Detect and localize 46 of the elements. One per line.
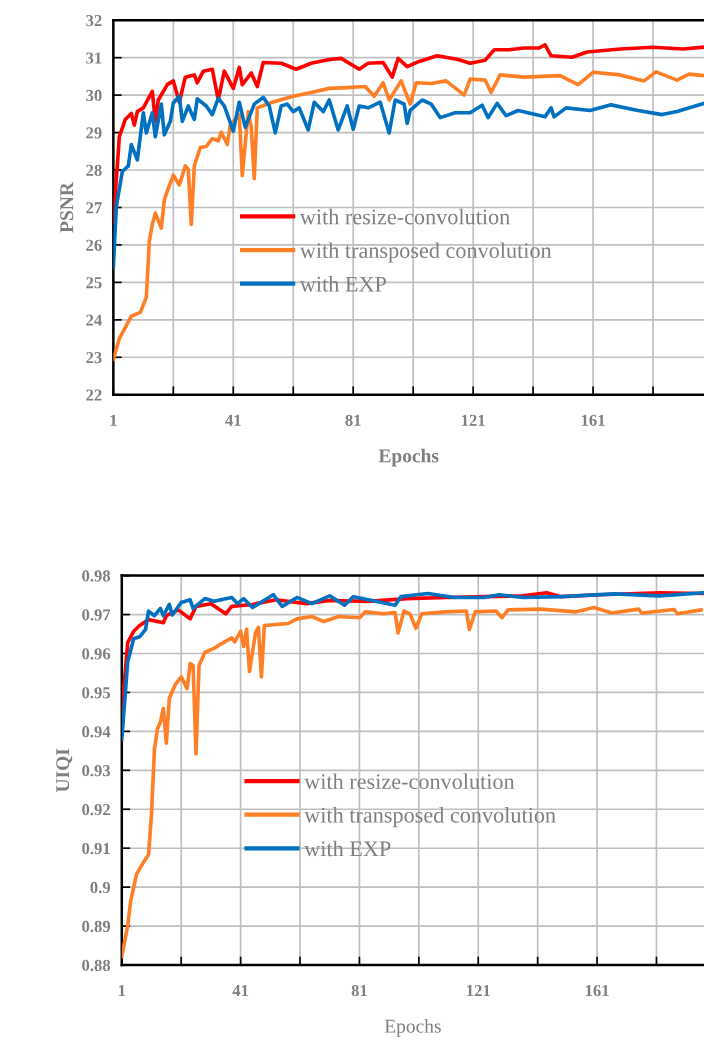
y-axis-title: PSNR xyxy=(60,181,74,233)
y-tick-label: 30 xyxy=(86,89,102,102)
line-series xyxy=(113,94,704,270)
x-axis-title: Epochs xyxy=(384,1019,441,1037)
y-tick-label: 23 xyxy=(86,352,102,364)
y-tick-label: 0.97 xyxy=(82,609,111,621)
y-axis-title: UIQI xyxy=(56,748,73,792)
legend-label: with EXP xyxy=(304,840,391,857)
x-tick-label: 161 xyxy=(581,414,605,426)
x-tick-label: 41 xyxy=(232,985,249,997)
legend-label: with resize-convolution xyxy=(304,773,515,790)
y-tick-label: 0.91 xyxy=(82,842,110,855)
y-tick-label: 27 xyxy=(86,202,102,214)
legend-label: with EXP xyxy=(299,276,386,292)
x-tick-label: 121 xyxy=(467,985,490,997)
x-tick-label: 121 xyxy=(461,414,485,426)
y-tick-label: 0.96 xyxy=(82,648,111,660)
y-tick-label: 0.89 xyxy=(82,920,111,933)
y-tick-label: 0.94 xyxy=(82,726,111,738)
y-tick-label: 0.98 xyxy=(82,570,111,582)
y-tick-label: 24 xyxy=(86,314,102,326)
x-axis-title: Epochs xyxy=(378,448,439,467)
x-tick-label: 161 xyxy=(585,985,609,997)
y-tick-label: 32 xyxy=(86,14,102,27)
y-tick-label: 29 xyxy=(86,127,102,139)
line-series xyxy=(121,590,704,741)
x-tick-label: 1 xyxy=(110,414,117,426)
x-tick-label: 41 xyxy=(225,414,241,426)
legend-label: with transposed convolution xyxy=(304,807,556,828)
x-tick-label: 81 xyxy=(345,414,361,426)
y-tick-label: 31 xyxy=(86,52,102,64)
x-tick-label: 81 xyxy=(351,984,367,997)
y-tick-label: 0.9 xyxy=(90,881,111,894)
y-tick-label: 22 xyxy=(86,389,102,401)
legend-label: with transposed convolution xyxy=(299,242,552,263)
y-tick-label: 26 xyxy=(86,239,102,251)
line-series xyxy=(113,70,704,361)
y-tick-label: 0.88 xyxy=(82,959,111,972)
y-tick-label: 25 xyxy=(86,277,102,289)
y-tick-label: 0.92 xyxy=(82,803,110,816)
y-tick-label: 0.93 xyxy=(82,765,111,777)
legend-label: with resize-convolution xyxy=(299,208,510,225)
y-tick-label: 0.95 xyxy=(82,687,111,699)
y-tick-label: 28 xyxy=(86,164,102,176)
x-tick-label: 1 xyxy=(118,985,126,997)
line-series xyxy=(121,605,703,959)
